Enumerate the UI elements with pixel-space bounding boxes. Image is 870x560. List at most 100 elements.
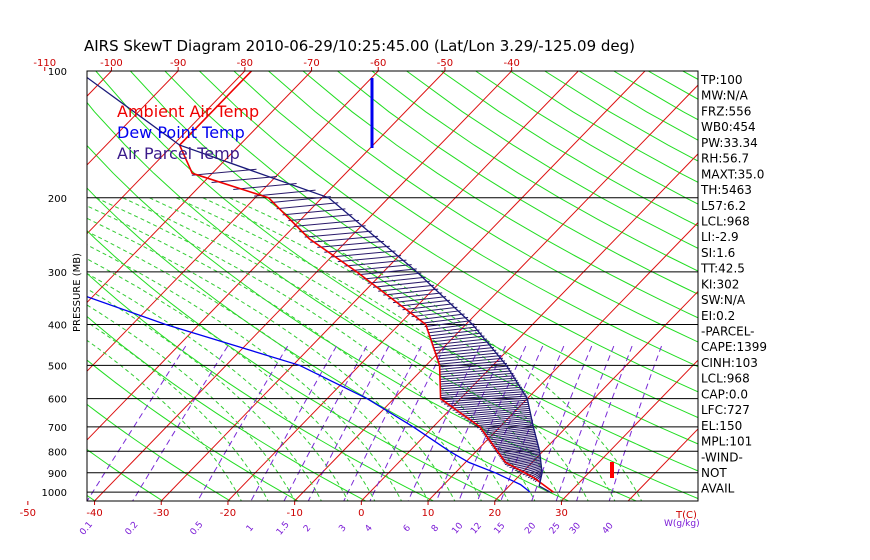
cape-hatch-line [493,442,539,450]
pressure-tick-label: 400 [48,321,67,332]
index-item: LCL:968 [701,214,750,228]
cape-hatch-line [426,323,475,331]
dry-adiabat-line [87,359,299,501]
isotherm-line [494,290,698,501]
mixing-ratio-tick-label: 1 [245,523,256,534]
index-item: SW:N/A [701,293,746,307]
cape-hatch-line [440,393,527,401]
moist-adiabat-line [87,321,269,501]
cape-hatch-line [482,426,535,434]
mixing-ratio-line [555,345,615,501]
cape-hatch-line [502,454,541,462]
mixing-ratio-tick-label: 1.5 [275,520,292,537]
cape-hatch-line [428,329,480,337]
cape-hatch-line [310,235,379,243]
profile-lines [87,71,554,493]
moist-adiabat-line [87,258,376,501]
cape-hatch-line [439,372,514,380]
dry-adiabat-line [752,71,870,501]
cape-hatch-line [487,433,537,441]
bottom-temperature-ticks: -50 -40 -30 -20 -10 0 10 20 30 [20,501,568,519]
isotherm-line [160,71,579,501]
pressure-tick-labels: 100 200 300 400 500 600 700 800 900 1000 [42,67,67,499]
cape-hatch-line [378,284,435,292]
cape-hatch-line [270,196,331,204]
mixing-ratio-line [307,345,390,501]
cape-hatch-line [337,255,402,263]
cape-hatch-line [532,474,542,481]
top-tick-label: -50 [437,58,453,69]
cape-hatch-line [439,365,509,373]
cape-hatch-line [449,401,529,409]
cape-hatch-line [479,423,534,431]
cape-hatch-line [509,461,542,468]
index-item: NOT [701,466,727,480]
dry-adiabat-line [87,187,569,501]
bottom-tick-label: 20 [488,508,501,519]
isotherm-line [294,84,698,501]
cape-hatch-line [437,355,501,363]
isotherm-line [94,71,512,501]
cape-hatch-line [458,407,531,415]
mixing-ratio-line [458,345,527,501]
moist-adiabat-line [87,339,242,501]
mixing-ratio-line [197,345,289,501]
cape-hatch-line [439,375,515,383]
chart-title: AIRS SkewT Diagram 2010-06-29/10:25:45.0… [84,37,635,55]
index-item: EL:150 [701,419,742,433]
cape-hatch-line [420,316,469,324]
pressure-tick-label: 300 [48,268,67,279]
top-temperature-ticks: -120-110-100-90-80-70-60-50-40 [33,58,520,71]
cape-hatch-line [397,299,451,307]
cape-hatch-line [304,230,372,238]
cape-hatch-line [494,443,539,451]
cape-hatch-line [383,288,439,296]
pressure-tick-label: 1000 [42,488,67,499]
cape-hatch-line [411,310,462,318]
moist-adiabat-line [149,197,563,501]
cape-hatch-line [434,346,495,354]
mixing-ratio-tick-label: 15 [492,521,507,536]
cape-hatch-line [486,432,536,440]
mixing-ratio-tick-label: 40 [601,521,616,536]
cape-hatch-line [440,377,517,385]
dry-adiabat-line [371,71,698,272]
top-tick-label: -70 [303,58,319,69]
cape-hatch-line [191,168,257,176]
cape-hatch-line [463,411,531,419]
cape-hatch-line [484,430,536,438]
cape-hatch-line [362,272,422,280]
index-item: -PARCEL- [701,325,755,339]
cape-hatch-line [500,451,541,459]
cape-hatch-line [293,219,360,227]
isotherm-line [87,71,379,372]
top-tick-label: -110 [33,58,56,69]
background-grid [87,71,870,501]
dry-adiabat-line [87,448,163,501]
cape-hatch-line [438,357,503,365]
top-tick-label: -60 [370,58,386,69]
mixing-ratio-tick-label: 0.2 [124,520,141,537]
cape-hatch-line [534,475,542,483]
bottom-tick-label: 0 [358,508,364,519]
cape-hatch-line [407,306,458,314]
mixing-ratio-line [132,345,229,501]
mixing-ratio-tick-label: 8 [430,523,442,534]
moist-adiabat-line [87,217,456,501]
cape-hatch-line [276,202,339,210]
cape-hatch-line [402,303,454,311]
cape-hatch-line [498,448,540,456]
index-item: TH:5463 [700,183,752,197]
cape-hatch-line [499,450,541,458]
cape-hatch-line [356,268,417,276]
cape-hatch-line [436,352,499,360]
dry-adiabat-line [87,315,366,501]
cape-hatch-line [476,421,533,429]
bottom-tick-label: -50 [20,508,36,519]
cape-hatch-line [439,360,506,368]
mixing-ratio-tick-label: 30 [568,521,583,536]
cape-hatch-line [481,424,534,432]
mixing-ratio-line [477,345,544,501]
legend-dew-point-temp: Dew Point Temp [117,123,245,142]
isotherm-line [561,359,698,501]
